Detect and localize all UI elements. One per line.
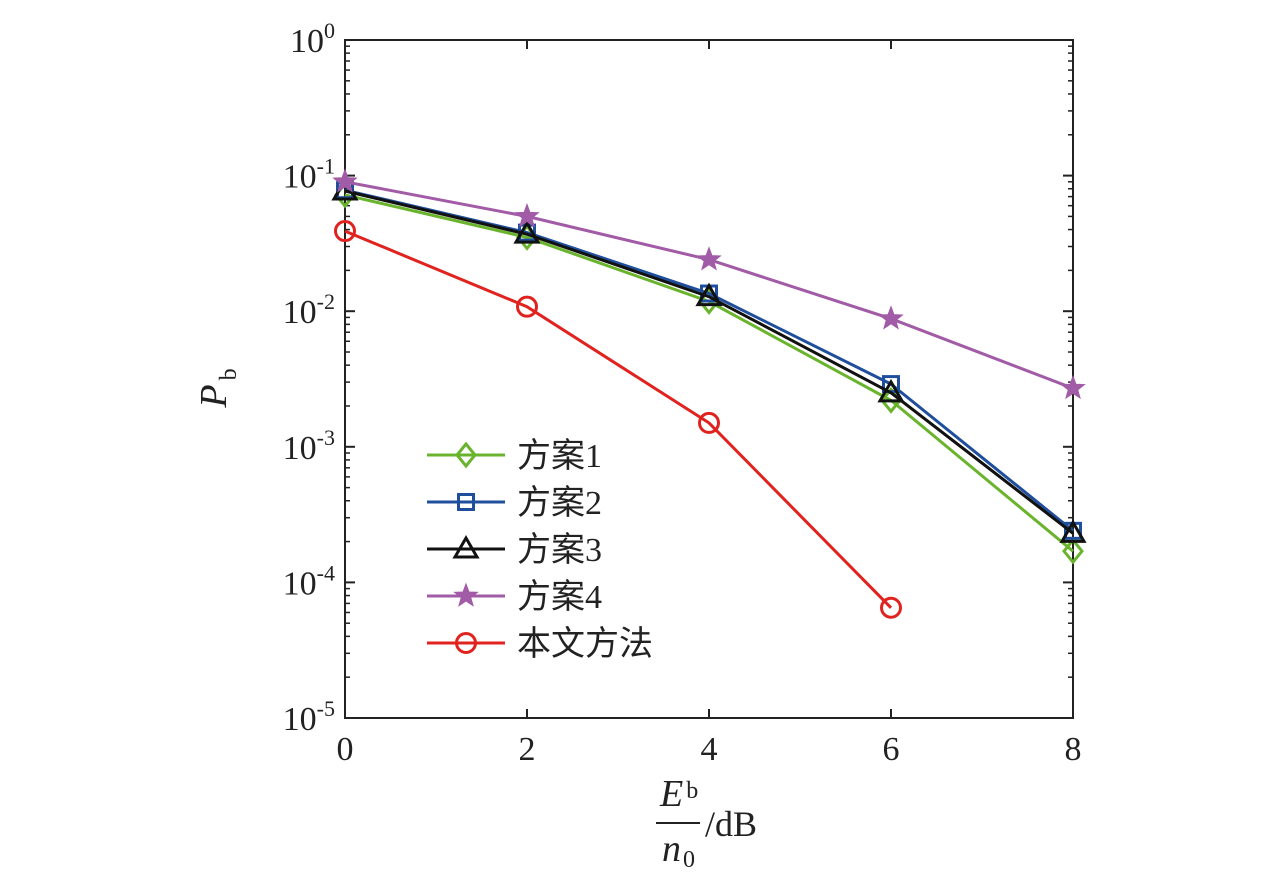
- series-2: [336, 181, 1082, 540]
- y-tick-exponent: -5: [317, 696, 335, 721]
- x-axis-title-numerator-sub: b: [686, 778, 698, 804]
- x-axis-title-denominator-sub: 0: [683, 847, 695, 873]
- legend-item: 方案2: [427, 484, 602, 522]
- y-tick-exponent: -1: [317, 154, 335, 179]
- series-line: [344, 188, 1074, 532]
- x-tick-label: 0: [337, 731, 354, 768]
- y-tick-base: 10: [290, 23, 324, 60]
- series-1: [334, 181, 1084, 565]
- x-axis-title-numerator: E: [659, 773, 683, 815]
- legend-label: 方案2: [517, 484, 602, 522]
- y-axis-title: Pb: [193, 368, 242, 408]
- x-tick-label: 4: [701, 731, 718, 768]
- legend-label: 方案3: [517, 531, 602, 569]
- y-tick-exponent: -3: [317, 425, 335, 450]
- y-tick-exponent: -4: [317, 560, 335, 585]
- x-tick-label: 8: [1065, 731, 1082, 768]
- y-tick-base: 10: [283, 430, 317, 467]
- y-tick-label: 10-5: [283, 696, 335, 738]
- y-tick-exponent: 0: [324, 18, 335, 43]
- y-tick-base: 10: [283, 701, 317, 738]
- legend-marker: [457, 493, 475, 511]
- data-point: [513, 220, 541, 244]
- svg-text:n0: n0: [662, 828, 695, 873]
- x-axis-title-denominator: n: [662, 828, 681, 870]
- data-point: [1059, 519, 1087, 543]
- plot-frame: [344, 39, 1074, 719]
- data-point: [877, 378, 905, 403]
- data-point: [880, 596, 902, 619]
- legend-label: 方案1: [517, 437, 602, 475]
- y-tick-label: 100: [290, 18, 335, 60]
- data-point: [514, 202, 540, 228]
- legend-item: 本文方法: [427, 625, 653, 663]
- data-point: [878, 305, 904, 330]
- data-point: [696, 246, 722, 271]
- series-line: [344, 189, 1074, 535]
- y-tick-label: 10-1: [283, 154, 335, 196]
- data-point: [332, 168, 358, 193]
- legend-label: 本文方法: [517, 625, 653, 663]
- x-tick-label: 6: [883, 731, 900, 768]
- y-tick-base: 10: [283, 294, 317, 331]
- legend-marker: [453, 582, 479, 607]
- series-5: [334, 220, 902, 619]
- x-tick-label: 2: [519, 731, 536, 768]
- data-point: [1060, 374, 1086, 400]
- y-axis-title-sub: b: [216, 368, 242, 380]
- data-point: [695, 282, 723, 307]
- data-point: [698, 411, 720, 434]
- legend-marker: [452, 535, 480, 559]
- svg-text:Eb: Eb: [659, 773, 698, 815]
- data-point: [516, 295, 538, 318]
- legend-marker: [455, 632, 477, 654]
- y-axis-title-main: P: [193, 384, 235, 408]
- y-tick-label: 10-2: [283, 289, 335, 331]
- legend-item: 方案1: [427, 437, 602, 475]
- y-tick-label: 10-4: [283, 560, 335, 602]
- x-axis-title-unit: /dB: [705, 804, 757, 844]
- series-3: [331, 176, 1087, 543]
- legend-item: 方案4: [427, 578, 602, 616]
- series-line: [344, 229, 893, 609]
- y-tick-base: 10: [283, 159, 317, 196]
- series-layer: [331, 168, 1087, 619]
- y-tick-base: 10: [283, 565, 317, 602]
- data-point: [1062, 537, 1084, 565]
- legend-marker: [455, 441, 477, 469]
- legend: 方案1 方案2 方案3 方案4 本文方法: [427, 437, 653, 663]
- series-4: [332, 168, 1086, 400]
- y-tick-label: 10-3: [283, 425, 335, 467]
- y-tick-exponent: -2: [317, 289, 335, 314]
- data-point: [334, 220, 356, 243]
- legend-label: 方案4: [517, 578, 602, 616]
- svg-text:Pb: Pb: [193, 368, 242, 408]
- legend-item: 方案3: [427, 531, 602, 569]
